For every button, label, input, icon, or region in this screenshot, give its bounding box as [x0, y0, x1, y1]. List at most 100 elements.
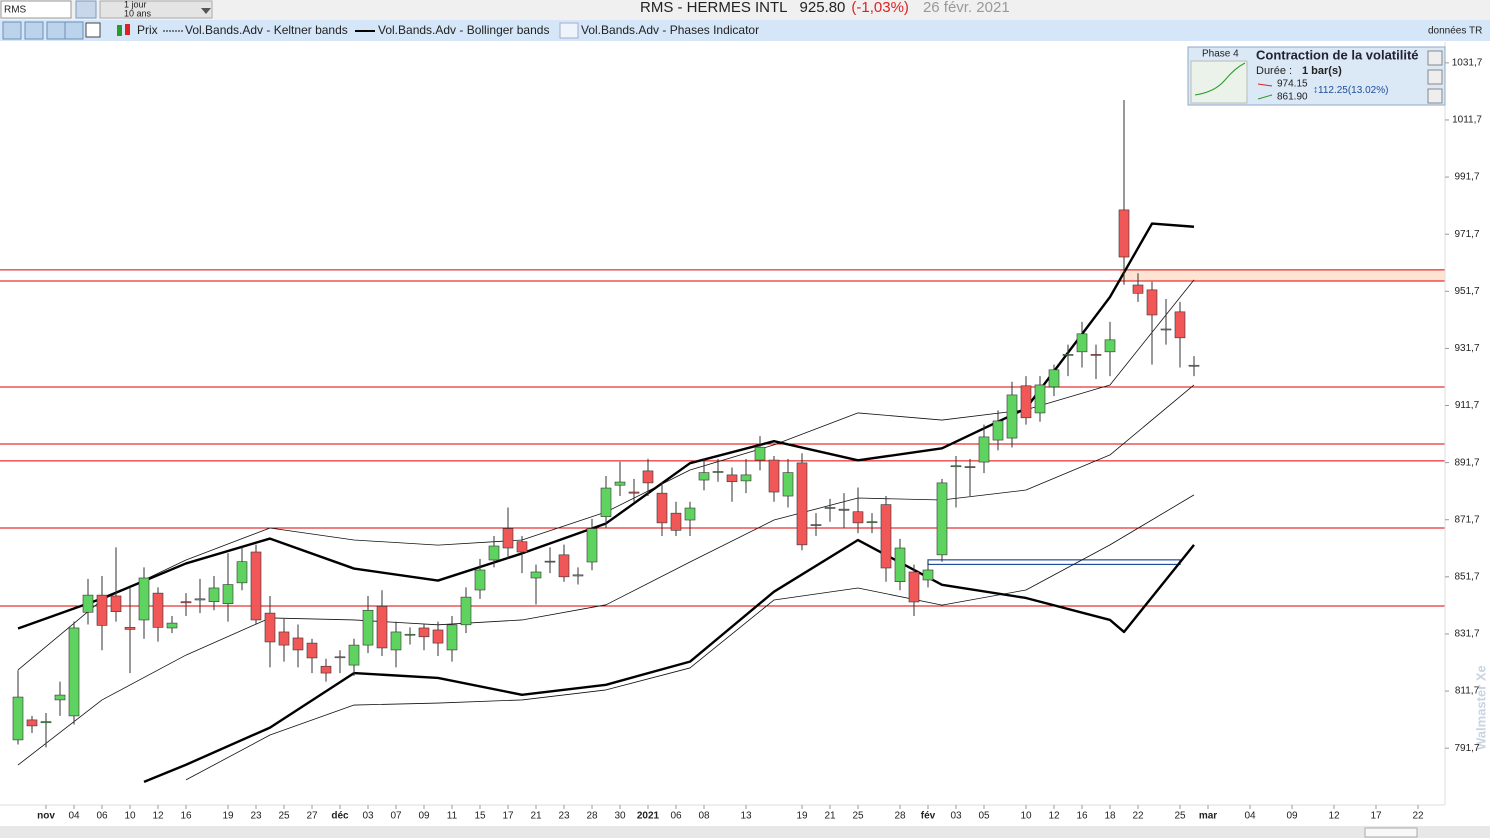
candle-body — [222, 584, 234, 604]
candle-body — [614, 481, 626, 486]
phase-title: Contraction de la volatilité — [1256, 47, 1419, 62]
tool-button[interactable] — [2, 21, 22, 40]
band-line — [17, 384, 1195, 766]
candle-body — [1090, 354, 1102, 356]
scrollbar[interactable] — [0, 826, 1490, 838]
candle-body — [12, 696, 24, 741]
candle-body — [908, 571, 920, 603]
duration: 1 bar(s) — [1302, 65, 1342, 77]
candle-body — [208, 587, 220, 602]
dropdown-arrow — [201, 8, 211, 14]
scroll-thumb[interactable] — [1364, 827, 1418, 838]
symbol: RMS — [4, 5, 27, 16]
title-price: 925.80 — [800, 0, 846, 16]
x-tick-label: 30 — [614, 811, 626, 822]
x-tick-label: 16 — [180, 811, 192, 822]
top-bar — [0, 0, 1490, 20]
x-tick-label: 11 — [447, 811, 458, 822]
candle-body — [572, 574, 584, 577]
candle-body — [362, 609, 374, 646]
book-button[interactable] — [75, 0, 97, 19]
x-tick-label: 06 — [96, 811, 108, 822]
x-tick-label: 16 — [1076, 811, 1088, 822]
x-tick-label: 21 — [824, 811, 836, 822]
tool-button[interactable] — [46, 21, 66, 40]
phase-thumbnail-line — [1194, 62, 1246, 96]
candle-body — [950, 465, 962, 468]
candle-body — [40, 721, 52, 724]
x-tick-label: 08 — [698, 811, 710, 822]
symbol-input[interactable] — [0, 0, 72, 19]
band-line — [17, 222, 1195, 630]
box-button[interactable] — [1427, 69, 1443, 85]
phase-upper: 974.15 — [1277, 79, 1308, 90]
x-tick-label: 09 — [1286, 811, 1298, 822]
tool-button[interactable] — [64, 21, 84, 40]
candle-body — [1048, 369, 1060, 388]
candle-body — [446, 624, 458, 651]
zone — [1120, 269, 1445, 282]
candle-body — [250, 551, 262, 621]
candle-body — [124, 627, 136, 630]
legend-bollinger: Vol.Bands.Adv - Bollinger bands — [378, 23, 549, 37]
x-tick-label: 05 — [978, 811, 990, 822]
candle-body — [460, 596, 472, 626]
candle-body — [1034, 384, 1046, 414]
y-tick-label: 851,7 — [1454, 571, 1479, 582]
period-select[interactable] — [99, 0, 213, 19]
x-tick-label: 04 — [68, 811, 80, 822]
price-icon — [125, 24, 130, 35]
candle-body — [642, 470, 654, 484]
y-tick-label: 951,7 — [1454, 286, 1479, 297]
legend-phases: Vol.Bands.Adv - Phases Indicator — [581, 23, 759, 37]
candle-body — [1174, 311, 1186, 339]
x-tick-label: 10 — [124, 811, 136, 822]
candle-body — [292, 637, 304, 651]
y-tick-label: 971,7 — [1454, 229, 1479, 240]
title-change: (-1,03%) — [851, 0, 909, 16]
lower-icon — [1257, 94, 1273, 100]
x-tick-label: mar — [1199, 811, 1217, 822]
x-tick-label: 22 — [1412, 811, 1424, 822]
box-button[interactable] — [1427, 50, 1443, 66]
x-tick-label: 04 — [1244, 811, 1256, 822]
candle-body — [782, 472, 794, 497]
x-tick-label: fév — [921, 811, 936, 822]
candle-body — [530, 571, 542, 579]
x-tick-label: nov — [37, 811, 55, 822]
x-tick-label: 07 — [390, 811, 402, 822]
box-button[interactable] — [1427, 88, 1443, 104]
x-tick-label: 12 — [1048, 811, 1060, 822]
tool-button[interactable] — [85, 22, 101, 38]
candle-body — [348, 644, 360, 666]
tool-button[interactable] — [24, 21, 44, 40]
plot-area — [0, 99, 1445, 783]
x-tick-label: 25 — [852, 811, 864, 822]
candle-body — [432, 629, 444, 644]
candle-body — [418, 627, 430, 638]
legend-bar — [0, 20, 1490, 41]
candle-body — [1160, 328, 1172, 331]
title-date: 26 févr. 2021 — [923, 0, 1010, 16]
candle-body — [334, 656, 346, 659]
candle-body — [110, 595, 122, 612]
candle-body — [936, 482, 948, 556]
candle-body — [1146, 289, 1158, 316]
x-tick-label: 13 — [740, 811, 752, 822]
candle-body — [586, 528, 598, 563]
candle-body — [810, 524, 822, 526]
x-tick-label: 10 — [1020, 811, 1032, 822]
candle-body — [306, 642, 318, 659]
channel — [927, 559, 1181, 566]
candle-body — [180, 601, 192, 604]
candle-body — [26, 719, 38, 727]
candle-body — [656, 492, 668, 524]
candle-body — [194, 598, 206, 601]
candle-body — [138, 577, 150, 621]
candle-body — [1132, 284, 1144, 294]
candle-body — [390, 631, 402, 651]
band-line — [17, 279, 1195, 671]
y-tick-label: 931,7 — [1454, 343, 1479, 354]
y-tick-label: 891,7 — [1454, 457, 1479, 468]
